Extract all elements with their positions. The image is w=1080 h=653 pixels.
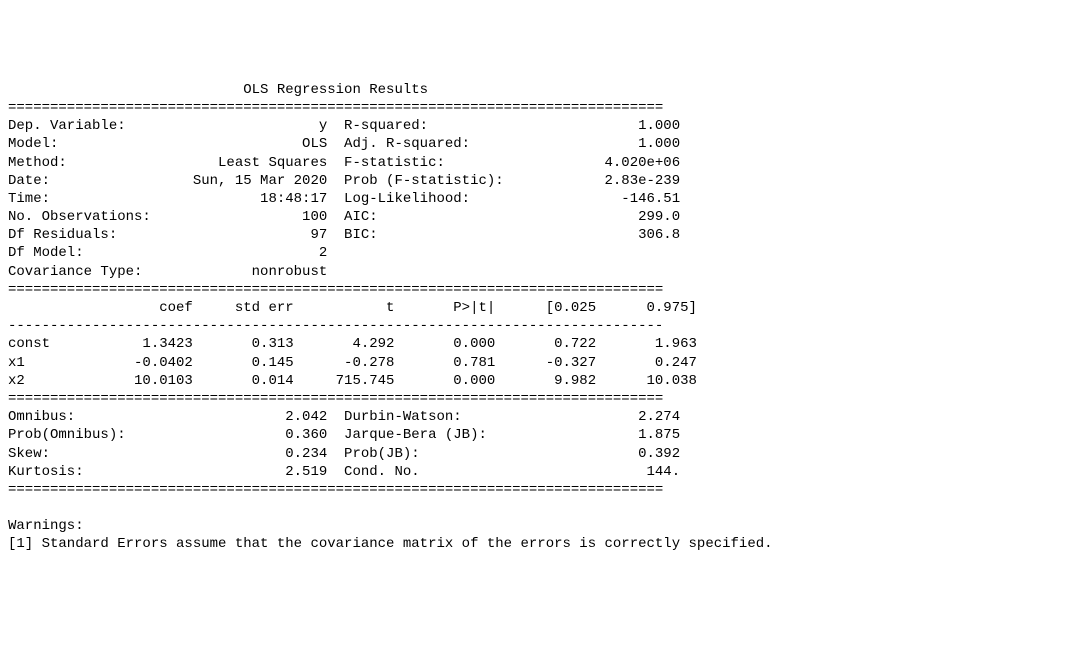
ols-regression-report: OLS Regression Results =================… <box>8 81 1072 554</box>
